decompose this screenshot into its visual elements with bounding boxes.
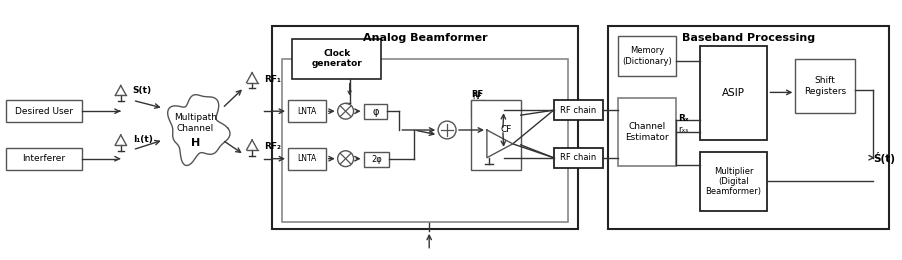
Text: LNTA: LNTA xyxy=(297,107,317,116)
Text: I₁(t): I₁(t) xyxy=(133,135,152,144)
Text: Rₓ: Rₓ xyxy=(678,114,688,123)
Bar xyxy=(471,100,520,170)
Text: rₓₛ: rₓₛ xyxy=(678,126,688,134)
Bar xyxy=(471,109,485,118)
Bar xyxy=(364,104,387,119)
Bar xyxy=(6,148,82,170)
Text: RF chain: RF chain xyxy=(560,153,596,162)
Text: ASIP: ASIP xyxy=(723,88,745,98)
Text: Clock
generator: Clock generator xyxy=(311,49,362,68)
Text: CF: CF xyxy=(500,126,511,134)
Bar xyxy=(288,148,326,170)
Text: Analog Beamformer: Analog Beamformer xyxy=(363,33,487,43)
Bar xyxy=(796,59,855,113)
Text: RF: RF xyxy=(472,92,482,101)
Text: Ś(t): Ś(t) xyxy=(873,152,895,164)
Text: Baseband Processing: Baseband Processing xyxy=(682,33,815,43)
Bar xyxy=(700,152,768,211)
Text: S(t): S(t) xyxy=(133,86,152,95)
Bar xyxy=(288,100,326,122)
Bar xyxy=(618,98,676,166)
Bar xyxy=(282,59,568,222)
Bar xyxy=(6,100,82,122)
Text: Desired User: Desired User xyxy=(15,107,73,116)
Text: RF chain: RF chain xyxy=(560,106,596,115)
Text: RF₁: RF₁ xyxy=(264,75,281,84)
Bar xyxy=(700,46,768,140)
Text: RF₂: RF₂ xyxy=(264,142,281,151)
Text: RF: RF xyxy=(471,90,483,99)
Bar xyxy=(608,26,888,229)
Text: Multiplier
(Digital
Beamformer): Multiplier (Digital Beamformer) xyxy=(705,167,761,196)
Text: Channel
Estimator: Channel Estimator xyxy=(625,122,669,142)
Text: 2φ: 2φ xyxy=(371,155,382,164)
Bar xyxy=(618,36,676,76)
Bar xyxy=(471,100,485,109)
Bar xyxy=(292,39,382,79)
Bar xyxy=(554,148,603,168)
Text: H: H xyxy=(190,138,200,148)
Text: φ: φ xyxy=(373,107,379,117)
Bar xyxy=(364,152,390,167)
Text: LNTA: LNTA xyxy=(297,154,317,163)
Text: Memory
(Dictionary): Memory (Dictionary) xyxy=(622,46,672,66)
Bar xyxy=(554,100,603,120)
Text: Interferer: Interferer xyxy=(23,154,66,163)
Bar xyxy=(272,26,578,229)
Text: Shift
Registers: Shift Registers xyxy=(804,76,846,96)
Text: Multipath
Channel: Multipath Channel xyxy=(174,113,216,133)
